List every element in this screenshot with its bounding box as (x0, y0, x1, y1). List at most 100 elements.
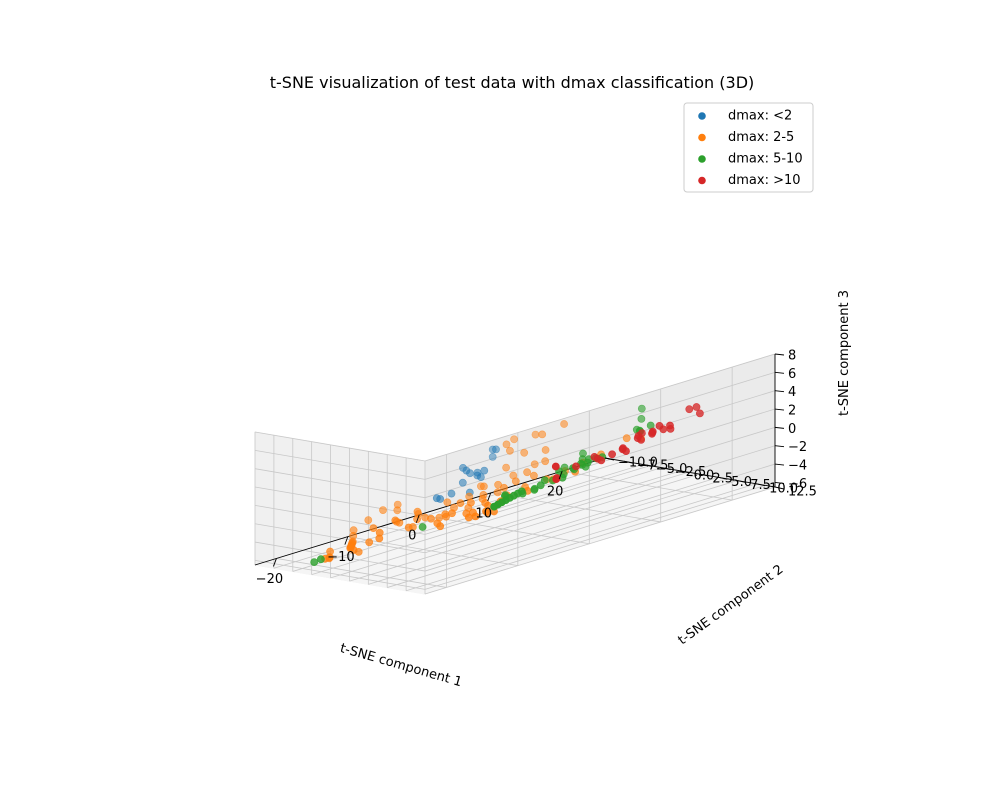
data-point-series-2 (583, 458, 592, 467)
y-tick-mark (623, 460, 633, 464)
data-point-series-1 (369, 524, 378, 532)
y-grid-line-floor (349, 473, 700, 582)
z-tick-mark (774, 408, 785, 411)
y-grid-line-floor (311, 467, 662, 576)
z-grid-line-back (424, 371, 776, 480)
y-tick-mark (680, 470, 690, 474)
y-tick-label: 2.5 (712, 472, 733, 487)
z-tick-mark (774, 426, 785, 429)
data-point-series-0 (492, 445, 500, 454)
data-point-series-1 (441, 510, 450, 519)
axis-panes (254, 353, 776, 595)
z-tick-mark (774, 463, 785, 466)
data-point-series-2 (418, 523, 427, 531)
data-point-series-1 (531, 430, 540, 439)
x-grid-line-floor (562, 470, 733, 501)
z-grid-line-back (424, 482, 776, 590)
y-grid-line-floor (424, 486, 776, 595)
x-tick-label: −10 (327, 550, 354, 565)
data-point-series-3 (655, 421, 664, 430)
legend-label: dmax: 5-10 (728, 152, 803, 167)
data-point-series-3 (666, 421, 674, 430)
z-tick-label: 2 (788, 404, 796, 419)
z-grid-line-side (254, 468, 426, 499)
x-grid-line-floor (490, 492, 661, 523)
data-point-series-1 (349, 546, 358, 554)
y-tick-mark (718, 476, 728, 480)
data-point-series-2 (637, 404, 646, 413)
x-tick-label: 0 (408, 528, 416, 543)
z-tick-mark (774, 445, 785, 448)
legend-marker (698, 155, 706, 163)
data-point-series-0 (488, 452, 497, 461)
legend-marker (698, 176, 706, 185)
data-point-series-1 (413, 515, 421, 524)
data-point-series-1 (413, 507, 422, 516)
z-tick-mark (774, 371, 785, 374)
data-point-series-3 (572, 462, 580, 471)
z-grid-line-side (254, 560, 426, 590)
data-point-series-1 (448, 509, 456, 518)
x-tick-mark (558, 470, 563, 480)
legend: dmax: <2 dmax: 2-5 dmax: 5-10 dmax: >10 (683, 102, 814, 193)
data-point-series-2 (530, 485, 539, 494)
data-point-series-1 (502, 440, 511, 449)
y-tick-label: 7.5 (750, 478, 771, 493)
data-point-series-3 (692, 403, 701, 411)
z-tick-mark (774, 353, 785, 356)
y-tick-mark (642, 464, 652, 467)
z-tick-label: 6 (788, 367, 796, 382)
data-point-series-3 (648, 429, 656, 438)
data-point-series-1 (456, 499, 465, 507)
x-tick-mark (415, 514, 420, 523)
data-point-series-0 (458, 478, 467, 487)
z-tick-label: 4 (788, 385, 796, 400)
data-point-series-1 (502, 463, 510, 472)
data-point-series-1 (560, 420, 568, 428)
z-tick-label: −4 (788, 459, 807, 474)
data-point-series-1 (427, 514, 435, 523)
x-tick-label: −20 (256, 572, 283, 587)
data-point-series-2 (490, 502, 498, 511)
data-point-series-0 (466, 469, 474, 478)
data-point-series-1 (541, 446, 550, 454)
data-point-series-1 (482, 507, 490, 516)
y-axis-line (604, 457, 776, 488)
z-axis-label: t-SNE component 3 (837, 290, 852, 416)
z-tick-label: −6 (788, 477, 807, 492)
data-point-series-1 (393, 506, 402, 515)
chart-title: t-SNE visualization of test data with dm… (270, 73, 755, 92)
data-point-series-1 (436, 522, 445, 531)
data-points (310, 403, 704, 566)
legend-label: dmax: 2-5 (728, 130, 794, 145)
z-grid-line-back (424, 426, 776, 535)
data-point-series-0 (480, 466, 489, 475)
data-point-series-1 (379, 506, 387, 514)
data-point-series-2 (540, 476, 549, 485)
data-point-series-1 (541, 457, 550, 466)
data-point-series-3 (622, 447, 630, 455)
data-point-series-1 (493, 488, 502, 497)
data-point-series-0 (447, 489, 456, 498)
data-point-series-1 (622, 434, 631, 443)
data-point-series-1 (523, 468, 531, 477)
y-grid-line-floor (387, 480, 738, 588)
y-tick-label: −5.0 (656, 462, 688, 477)
z-grid-line-side (254, 541, 426, 572)
y-tick-label: 5.0 (731, 475, 752, 490)
z-tick-label: 8 (788, 349, 796, 364)
data-point-series-2 (316, 555, 325, 564)
y-tick-mark (737, 480, 747, 483)
z-grid-line-side (254, 504, 426, 535)
y-tick-mark (699, 473, 709, 477)
data-point-series-2 (536, 481, 545, 490)
z-grid-line-back (424, 353, 776, 462)
data-point-series-1 (443, 498, 452, 507)
legend-marker (698, 133, 706, 142)
x-tick-mark (487, 492, 492, 502)
data-point-series-1 (505, 446, 514, 455)
data-point-series-3 (637, 435, 645, 444)
y-tick-mark (756, 483, 766, 487)
